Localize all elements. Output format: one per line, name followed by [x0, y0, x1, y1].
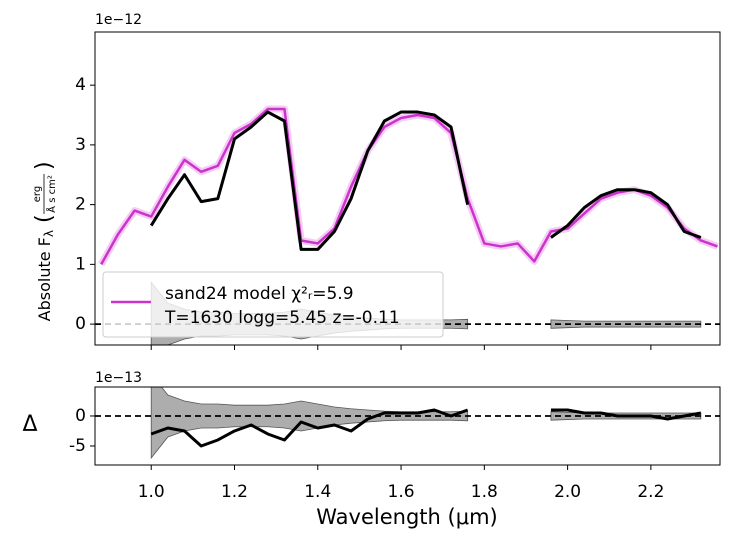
y-tick-label: 4 [75, 75, 86, 95]
x-tick-label: 2.0 [554, 482, 581, 502]
y-label-num: erg [32, 186, 43, 202]
y-tick-label: -5 [69, 436, 86, 456]
y-tick-label: 2 [75, 195, 86, 215]
plot-area [95, 387, 720, 460]
y-tick-label: 1 [75, 254, 86, 274]
legend-note: T=1630 logg=5.45 z=-0.11 [164, 308, 400, 328]
x-tick-label: 1.0 [138, 482, 165, 502]
x-label: Wavelength (μm) [316, 505, 497, 529]
axes-frame [94, 386, 721, 466]
series-line [100, 107, 718, 265]
y-axis-label: Absolute Fλ ( erg Å s cm² ) [32, 161, 58, 321]
y-label-den: Å s cm² [45, 175, 58, 213]
x-tick-label: 2.2 [637, 482, 664, 502]
legend-box [102, 271, 444, 338]
y-label-sub: λ [42, 230, 56, 237]
offset-label: 1e−12 [95, 12, 142, 28]
y-label: Δ [22, 412, 37, 437]
x-tick-label: 1.6 [388, 482, 415, 502]
paren: ) [32, 161, 57, 170]
x-tick-label: 1.2 [221, 482, 248, 502]
x-tick-label: 1.4 [304, 482, 331, 502]
series-line [149, 110, 702, 251]
legend-label: sand24 model χ²ᵣ=5.9 [165, 284, 354, 304]
y-tick-label: 3 [75, 135, 86, 155]
x-tick-label: 1.8 [471, 482, 498, 502]
offset-label: 1e−13 [95, 370, 142, 386]
y-tick-label: 0 [75, 314, 86, 334]
paren: ( [32, 214, 57, 223]
axes-frame [94, 31, 721, 346]
y-label: Absolute Fλ [35, 230, 56, 321]
y-label-main: Absolute F [35, 237, 54, 321]
y-tick-label: 0 [75, 406, 86, 426]
